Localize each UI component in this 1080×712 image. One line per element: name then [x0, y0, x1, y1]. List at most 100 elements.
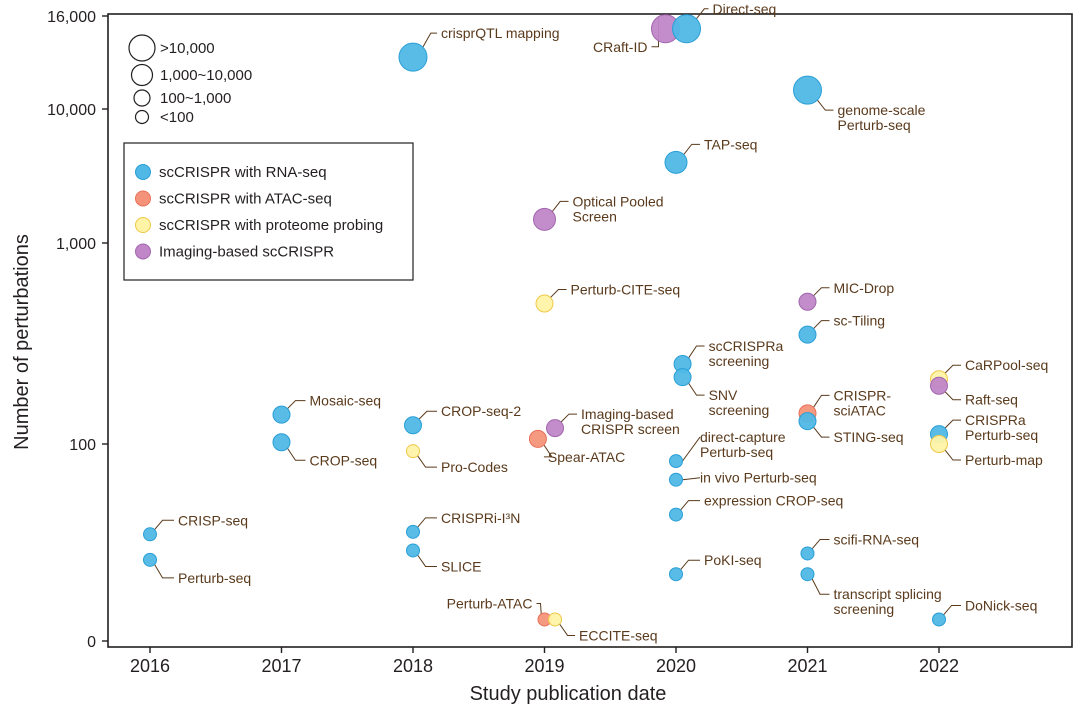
plot-border: [107, 13, 1073, 648]
point-perturb-seq: [143, 552, 157, 567]
x-tick-label: 2017: [261, 656, 301, 676]
point-optical-pooled-screen: [533, 207, 556, 231]
leader-line: [682, 436, 701, 462]
color-legend-swatch-atac: [135, 190, 151, 207]
color-legend-label-protein: scCRISPR with proteome probing: [159, 217, 383, 234]
leader-line: [811, 578, 830, 595]
leader-line: [154, 564, 174, 579]
leader-line: [813, 320, 830, 330]
point-scifi-rna-seq: [800, 546, 815, 561]
leader-line: [813, 394, 830, 408]
leader-line: [559, 623, 576, 636]
leader-line: [813, 287, 830, 297]
point-crop-seq: [272, 433, 291, 452]
leader-line: [944, 449, 961, 461]
point-in-vivo-perturb-seq: [669, 472, 683, 487]
plot-frame: [107, 13, 1073, 648]
size-legend: >10,000 1,000~10,000 100~1,000 <100: [128, 34, 252, 126]
label-scifi-rna-seq: scifi-RNA-seq: [834, 531, 920, 547]
label-direct-capture-perturb-seq: direct-capture Perturb-seq: [700, 429, 786, 460]
label-genome-scale-perturb-seq: genome-scale Perturb-seq: [838, 102, 926, 133]
label-crispra-perturb-seq: CRISPRa Perturb-seq: [965, 412, 1038, 443]
point-crop-seq-2: [404, 416, 422, 435]
point-sting-seq: [798, 412, 817, 431]
size-legend-circle: [128, 34, 156, 62]
label-crop-seq-2: CROP-seq-2: [441, 403, 521, 419]
color-legend: scCRISPR with RNA-seq scCRISPR with ATAC-…: [123, 142, 414, 281]
leader-line: [943, 604, 961, 616]
leader-line: [683, 143, 700, 155]
point-pro-codes: [406, 444, 420, 459]
label-optical-pooled-screen: Optical Pooled Screen: [573, 193, 664, 224]
leader-line: [680, 559, 700, 570]
label-tap-seq: TAP-seq: [704, 136, 757, 152]
size-legend-circle: [133, 89, 151, 107]
label-crop-seq: CROP-seq: [310, 452, 378, 468]
color-legend-label-imaging: Imaging-based scCRISPR: [159, 244, 334, 261]
color-legend-label-rna: scCRISPR with RNA-seq: [159, 164, 327, 181]
leader-line: [695, 8, 709, 20]
point-mic-drop: [798, 292, 817, 311]
leader-line: [417, 455, 437, 468]
point-snv-screening: [673, 368, 692, 387]
label-crispr-sciatac: CRISPR-sciATAC: [834, 387, 892, 418]
color-legend-swatch-protein: [135, 217, 151, 233]
point-perturb-map: [930, 435, 948, 453]
label-slice: SLICE: [441, 558, 481, 574]
point-imaging-based-crispr-screen: [546, 419, 565, 438]
point-crispri-i3n: [406, 524, 420, 539]
leader-line: [680, 500, 700, 511]
x-axis: 2016 2017 2018 2019 2020 2021 2022: [130, 647, 959, 676]
point-poki-seq: [669, 567, 683, 582]
leader-line: [816, 99, 834, 111]
label-snv-screening: SNV screening: [709, 387, 770, 418]
data-points: [143, 14, 948, 627]
x-tick-label: 2022: [919, 656, 959, 676]
color-legend-swatch-rna: [135, 164, 151, 180]
leader-line: [560, 413, 578, 423]
leader-line: [417, 517, 437, 528]
x-tick-label: 2018: [393, 656, 433, 676]
point-expression-crop-seq: [669, 507, 683, 522]
point-donick-seq: [932, 612, 946, 627]
size-legend-label: 100~1,000: [160, 90, 231, 107]
annotation-labels: CRISP-seq Perturb-seq Mosaic-seq CROP-seq cr…: [178, 1, 1048, 644]
x-axis-title: Study publication date: [470, 683, 667, 705]
leader-line: [682, 477, 701, 481]
point-spear-atac: [528, 429, 547, 448]
y-tick-label: 100: [69, 437, 96, 454]
size-legend-label: <100: [160, 109, 194, 126]
x-tick-label: 2021: [787, 656, 827, 676]
label-expression-crop-seq: expression CROP-seq: [704, 493, 843, 509]
leader-line: [688, 345, 705, 359]
label-perturb-atac: Perturb-ATAC: [447, 595, 533, 611]
label-poki-seq: PoKI-seq: [704, 552, 762, 568]
label-craft-id: CRaft-ID: [593, 39, 647, 55]
leader-line: [287, 400, 306, 410]
point-sc-tiling: [798, 325, 817, 344]
leader-line: [550, 289, 567, 298]
leader-line: [944, 364, 961, 374]
point-transcript-splicing-screening: [800, 567, 815, 582]
y-axis: 0 100 1,000 10,000 16,000: [47, 9, 108, 651]
point-perturb-cite-seq: [535, 294, 554, 313]
size-legend-circle: [134, 109, 150, 125]
leader-line: [543, 444, 553, 458]
label-perturb-seq: Perturb-seq: [178, 570, 251, 586]
point-tap-seq: [664, 150, 688, 174]
y-tick-label: 1,000: [56, 236, 96, 253]
annotation-leaders: [154, 8, 961, 636]
y-tick-label: 0: [87, 634, 96, 651]
leader-line: [813, 426, 830, 438]
point-crisprqtl-mapping: [398, 42, 428, 72]
leader-line: [154, 519, 174, 531]
y-tick-label: 16,000: [47, 9, 96, 26]
leader-line: [944, 391, 961, 401]
point-mosaic-seq: [272, 405, 291, 424]
label-crisp-seq: CRISP-seq: [178, 512, 248, 528]
point-eccite-seq: [548, 612, 563, 627]
point-direct-capture-perturb-seq: [669, 454, 683, 469]
y-tick-label: 10,000: [47, 102, 96, 119]
x-tick-label: 2019: [524, 656, 564, 676]
